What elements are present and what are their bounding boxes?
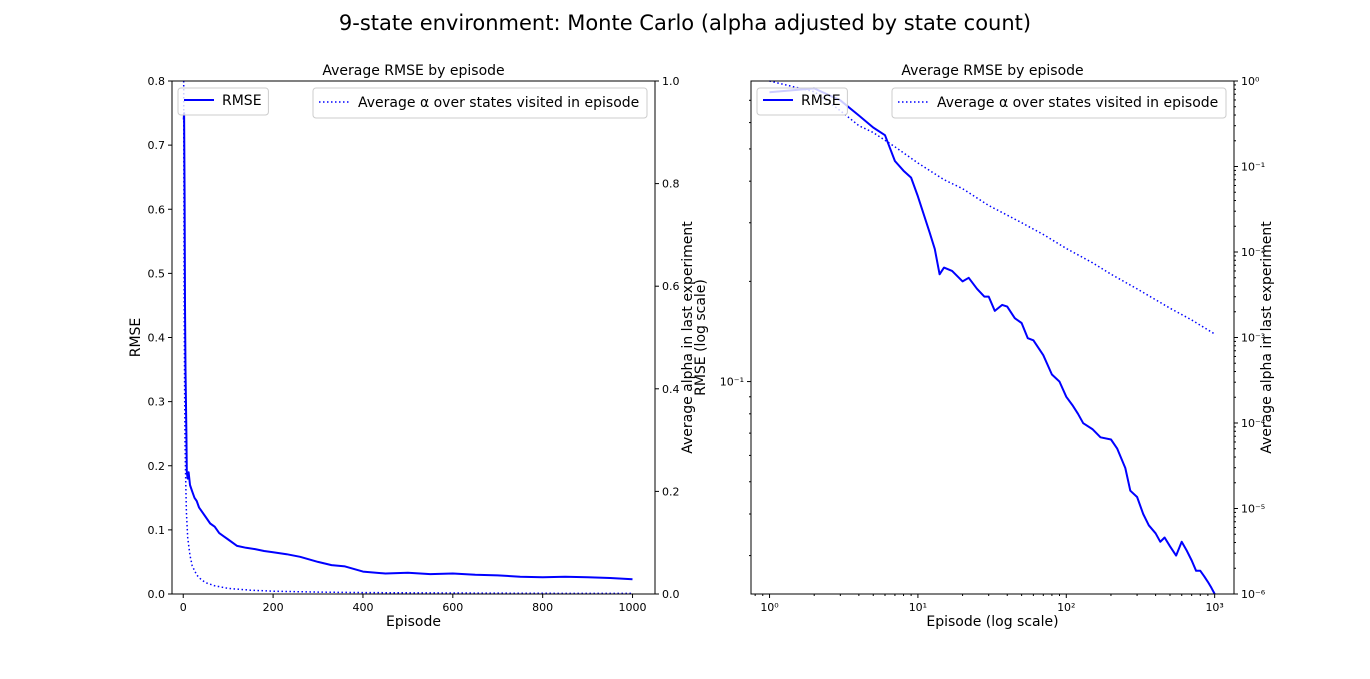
chart-title: Average RMSE by episode: [322, 63, 504, 79]
legend-rmse: RMSE: [177, 87, 269, 116]
x-tick-label: 600: [442, 601, 463, 614]
x-tick-label: 400: [352, 601, 373, 614]
x-tick-label: 800: [532, 601, 553, 614]
series-line-alpha: [769, 80, 1216, 335]
chart-left-linear: 0 200 400 600 800 1000 0.0 0.1 0.2 0.3 0.4 0.5 0.6 0.…: [128, 63, 696, 630]
figure-title: 9-state environment: Monte Carlo (alpha …: [339, 11, 1031, 35]
y2-tick-label: 0.2: [662, 485, 680, 498]
series-line-rmse: [769, 87, 1216, 595]
legend-alpha: Average α over states visited in episode: [891, 87, 1227, 119]
y-tick-label: 10⁻¹: [720, 376, 744, 389]
y2-tick-label: 10⁻⁶: [1241, 588, 1266, 601]
x-tick-label: 0: [180, 601, 187, 614]
y-tick-label: 0.5: [148, 267, 166, 280]
x-tick-label: 10³: [1205, 601, 1223, 614]
y2-tick-label: 0.0: [662, 588, 680, 601]
y2-tick-label: 1.0: [662, 75, 680, 88]
y-tick-label: 0.1: [148, 524, 166, 537]
x-tick-label: 1000: [619, 601, 647, 614]
legend-rmse: RMSE: [756, 87, 848, 116]
y2-tick-label: 10⁻²: [1241, 246, 1265, 259]
y-tick-label: 0.6: [148, 203, 166, 216]
y2-tick-label: 0.8: [662, 178, 680, 191]
y2-tick-label: 10⁻³: [1241, 332, 1265, 345]
y2-axis-label: Average alpha in last experiment: [1259, 221, 1275, 454]
x-tick-label: 10⁰: [760, 601, 779, 614]
y2-axis-label: Average alpha in last experiment: [680, 221, 696, 454]
y-axis-label: RMSE (log scale): [693, 279, 709, 396]
y-tick-label: 0.0: [148, 588, 166, 601]
legend-box: [891, 87, 1227, 119]
x-tick-label: 200: [263, 601, 284, 614]
y2-tick-label: 10⁻⁵: [1241, 503, 1265, 516]
legend-label: Average α over states visited in episode: [937, 95, 1218, 111]
y2-tick-label: 10⁻¹: [1241, 161, 1265, 174]
y-tick-label: 0.3: [148, 396, 166, 409]
legend-box: [756, 87, 848, 116]
chart-right-log: 10⁰ 10¹ 10² 10³ 10⁻¹ 10⁻⁶ 10⁻⁵ 10⁻⁴ 10⁻³ 10⁻² 10⁻¹…: [693, 63, 1275, 630]
legend-label: RMSE: [222, 93, 262, 109]
y2-tick-label: 10⁻⁴: [1241, 417, 1266, 430]
legend-label: Average α over states visited in episode: [358, 95, 639, 111]
series-line-alpha: [182, 80, 633, 595]
x-tick-label: 10²: [1057, 601, 1075, 614]
y2-tick-label: 10⁰: [1241, 75, 1260, 88]
y2-tick-label: 0.4: [662, 383, 680, 396]
y-tick-label: 0.7: [148, 139, 166, 152]
y2-tick-label: 0.6: [662, 280, 680, 293]
chart-title: Average RMSE by episode: [901, 63, 1083, 79]
legend-box: [177, 87, 269, 116]
legend-alpha: Average α over states visited in episode: [312, 87, 648, 119]
x-axis-label: Episode (log scale): [926, 614, 1058, 630]
y-tick-label: 0.2: [148, 460, 166, 473]
y-tick-label: 0.8: [148, 75, 166, 88]
y-axis-label: RMSE: [128, 318, 144, 358]
series-line-rmse: [182, 112, 633, 581]
legend-label: RMSE: [801, 93, 841, 109]
x-tick-label: 10¹: [909, 601, 927, 614]
y-tick-label: 0.4: [148, 332, 166, 345]
x-axis-label: Episode: [386, 614, 441, 630]
legend-box: [312, 87, 648, 119]
